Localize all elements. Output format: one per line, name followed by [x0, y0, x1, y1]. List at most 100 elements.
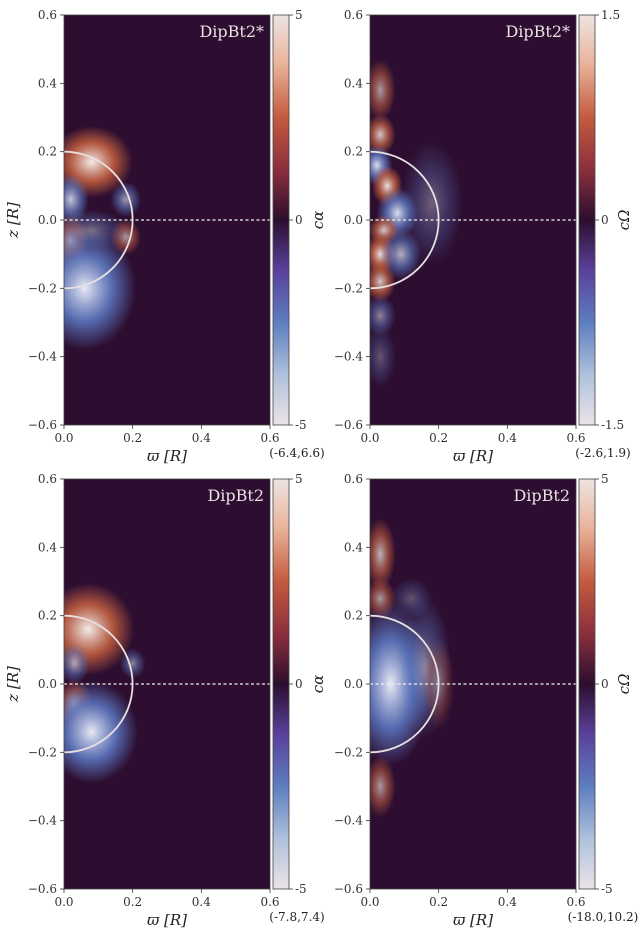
- y-tick-label: 0.6: [344, 472, 363, 486]
- heatmap-panel-3: 0.0 0.2 0.4 0.6 0.6 0.4 0.2 0.0 −0.2 −0.4 −0.6 ϖ [R…: [4, 472, 327, 929]
- x-tick-label: 0.0: [360, 895, 379, 909]
- data-range-label: (-6.4,6.6): [269, 446, 324, 460]
- heatmap-blob: [110, 181, 142, 218]
- y-tick-label: −0.4: [28, 814, 58, 828]
- x-tick-label: 0.2: [123, 895, 142, 909]
- y-tick-label: 0.6: [344, 8, 363, 22]
- heatmap-blob: [64, 643, 90, 684]
- colorbar-tick-label: 5: [601, 472, 609, 486]
- x-tick-label: 0.4: [498, 431, 517, 445]
- heatmap-field: [370, 518, 455, 818]
- heatmap-panel-4: 0.0 0.2 0.4 0.6 0.6 0.4 0.2 0.0 −0.2 −0.4 −0.6 ϖ [R…: [334, 472, 638, 929]
- y-tick-label: −0.2: [28, 281, 57, 295]
- colorbar-tick-label: -5: [601, 882, 613, 896]
- heatmap-blob: [370, 518, 396, 591]
- x-tick-label: 0.0: [54, 431, 73, 445]
- y-tick-label: 0.2: [344, 145, 363, 159]
- x-tick-label: 0.0: [360, 431, 379, 445]
- heatmap-blob: [400, 141, 463, 265]
- y-tick-label: −0.4: [334, 350, 364, 364]
- heatmap-field: [64, 583, 146, 784]
- heatmap-blob: [64, 226, 137, 350]
- data-range-label: (-7.8,7.4): [269, 910, 324, 924]
- colorbar-tick-label: 0: [601, 677, 609, 691]
- y-axis-label: z [R]: [4, 666, 22, 703]
- panel-title: DipBt2*: [199, 22, 264, 41]
- heatmap-blob: [370, 261, 396, 302]
- heatmap-field: [370, 59, 463, 388]
- y-tick-label: −0.6: [28, 882, 57, 896]
- heatmap-blob: [370, 325, 396, 388]
- colorbar-label: cΩ: [615, 210, 633, 231]
- colorbar-label: cα: [309, 675, 327, 694]
- colorbar-tick-label: -5: [295, 418, 307, 432]
- x-tick-label: 0.0: [54, 895, 73, 909]
- y-tick-label: 0.0: [38, 677, 57, 691]
- heatmap-field: [64, 126, 142, 350]
- y-axis-label: z [R]: [4, 202, 22, 239]
- colorbar: [578, 478, 596, 890]
- y-tick-label: 0.2: [38, 145, 57, 159]
- y-tick-label: 0.0: [38, 213, 57, 227]
- y-tick-label: −0.4: [28, 350, 58, 364]
- heatmap-blob: [370, 295, 396, 337]
- heatmap-blob: [64, 209, 128, 251]
- colorbar-label: cΩ: [615, 674, 633, 695]
- x-axis-label: ϖ [R]: [453, 911, 493, 929]
- colorbar: [272, 14, 290, 426]
- y-tick-label: 0.2: [38, 609, 57, 623]
- x-tick-label: 0.6: [260, 431, 279, 445]
- colorbar-tick-label: 5: [295, 8, 303, 22]
- x-tick-label: 0.6: [260, 895, 279, 909]
- colorbar-label: cα: [309, 211, 327, 230]
- x-tick-label: 0.4: [192, 895, 211, 909]
- y-tick-label: −0.6: [334, 418, 363, 432]
- y-tick-label: 0.4: [38, 540, 57, 554]
- y-tick-label: 0.4: [344, 76, 363, 90]
- colorbar-tick-label: 1.5: [601, 8, 620, 22]
- data-range-label: (-18.0,10.2): [568, 910, 639, 924]
- y-tick-label: −0.4: [334, 814, 364, 828]
- y-tick-label: 0.6: [38, 472, 57, 486]
- heatmap-blob: [370, 114, 396, 156]
- y-tick-label: −0.2: [334, 745, 363, 759]
- y-tick-label: 0.0: [344, 677, 363, 691]
- heatmap-panel-1: 0.0 0.2 0.4 0.6 0.6 0.4 0.2 0.0 −0.2 −0.4 −0.6 ϖ [R…: [4, 8, 327, 465]
- heatmap-panel-2: 0.0 0.2 0.4 0.6 0.6 0.4 0.2 0.0 −0.2 −0.4 −0.6 ϖ [R…: [334, 8, 633, 465]
- panel-title: DipBt2: [207, 486, 264, 505]
- y-tick-label: 0.4: [38, 76, 57, 90]
- colorbar-tick-label: 5: [295, 472, 303, 486]
- panel-title: DipBt2: [513, 486, 570, 505]
- heatmap-blob: [64, 680, 138, 784]
- x-axis-label: ϖ [R]: [147, 447, 187, 465]
- heatmap-blob: [370, 59, 396, 121]
- y-tick-label: −0.6: [28, 418, 57, 432]
- x-tick-label: 0.4: [192, 431, 211, 445]
- x-tick-label: 0.2: [429, 431, 448, 445]
- x-tick-label: 0.2: [123, 431, 142, 445]
- x-tick-label: 0.6: [566, 895, 585, 909]
- colorbar-tick-label: -1.5: [601, 418, 624, 432]
- colorbar-tick-label: 0: [295, 213, 303, 227]
- y-tick-label: 0.6: [38, 8, 57, 22]
- y-tick-label: 0.0: [344, 213, 363, 227]
- y-tick-label: −0.2: [28, 745, 57, 759]
- colorbar: [272, 478, 290, 890]
- x-axis-label: ϖ [R]: [453, 447, 493, 465]
- y-tick-label: 0.2: [344, 609, 363, 623]
- y-tick-label: −0.2: [334, 281, 363, 295]
- colorbar-tick-label: 0: [295, 677, 303, 691]
- x-tick-label: 0.4: [498, 895, 517, 909]
- heatmap-blob: [370, 755, 396, 818]
- heatmap-blob: [390, 578, 432, 620]
- y-tick-label: −0.6: [334, 882, 363, 896]
- colorbar-tick-label: -5: [295, 882, 307, 896]
- x-tick-label: 0.2: [429, 895, 448, 909]
- colorbar: [578, 14, 596, 426]
- x-tick-label: 0.6: [566, 431, 585, 445]
- x-axis-label: ϖ [R]: [147, 911, 187, 929]
- colorbar-tick-label: 0: [601, 213, 609, 227]
- data-range-label: (-2.6,1.9): [575, 446, 630, 460]
- panel-title: DipBt2*: [505, 22, 570, 41]
